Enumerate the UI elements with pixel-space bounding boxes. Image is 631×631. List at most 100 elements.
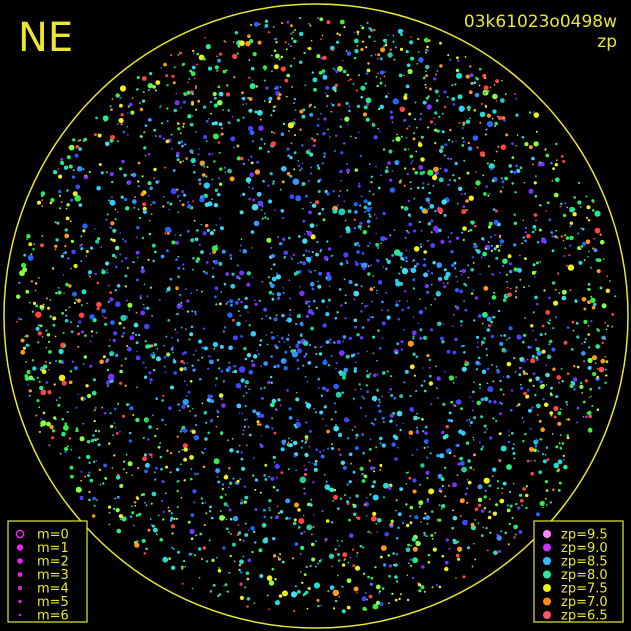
star	[535, 261, 539, 265]
star	[338, 288, 342, 291]
star	[513, 267, 518, 272]
star	[367, 318, 370, 322]
star	[400, 593, 402, 596]
star	[275, 346, 279, 350]
star	[163, 355, 167, 359]
star	[478, 383, 482, 386]
star	[311, 71, 315, 74]
star	[436, 454, 440, 458]
star	[59, 207, 62, 210]
star	[126, 125, 129, 128]
star	[28, 389, 32, 393]
star	[376, 57, 379, 60]
star	[447, 54, 450, 57]
star	[82, 422, 85, 425]
star	[349, 78, 352, 81]
star	[338, 195, 341, 198]
star	[169, 202, 173, 206]
star	[272, 485, 276, 489]
star	[31, 359, 35, 362]
star	[536, 302, 539, 306]
star	[277, 296, 280, 300]
star	[52, 170, 58, 175]
star	[190, 292, 193, 295]
star	[599, 239, 605, 245]
star	[344, 494, 346, 497]
star	[142, 303, 145, 306]
star	[135, 311, 138, 314]
star	[342, 552, 348, 558]
star	[443, 90, 447, 94]
star	[174, 240, 179, 245]
star	[383, 421, 385, 423]
star	[273, 365, 277, 369]
star	[106, 368, 110, 372]
star	[426, 45, 429, 49]
star	[316, 124, 320, 127]
star	[190, 537, 194, 540]
star	[88, 490, 91, 494]
star	[485, 428, 488, 431]
star	[232, 53, 238, 60]
star	[216, 192, 221, 197]
star	[359, 262, 362, 265]
star	[171, 148, 174, 150]
star	[145, 547, 148, 551]
star	[116, 432, 119, 435]
star	[126, 346, 132, 352]
star	[229, 554, 232, 558]
star	[28, 242, 33, 247]
star	[254, 169, 261, 175]
star	[263, 100, 266, 102]
star	[192, 164, 195, 167]
star	[299, 334, 302, 337]
star	[352, 470, 356, 474]
star	[217, 141, 221, 144]
star	[267, 150, 270, 153]
star	[41, 235, 44, 238]
star	[474, 296, 479, 300]
star	[396, 446, 399, 449]
star	[417, 322, 420, 325]
star	[486, 328, 491, 332]
star	[205, 119, 209, 123]
star	[522, 359, 526, 363]
star	[281, 217, 284, 219]
star	[198, 243, 201, 246]
star	[446, 96, 449, 99]
star	[521, 504, 523, 507]
star	[359, 544, 363, 548]
star	[347, 209, 352, 214]
star	[196, 257, 201, 261]
zp-marker	[543, 557, 551, 565]
star	[316, 54, 321, 59]
star	[26, 234, 31, 239]
star	[140, 493, 143, 496]
star	[366, 21, 369, 24]
star	[121, 159, 125, 164]
star	[509, 504, 513, 508]
star	[305, 402, 312, 409]
star	[464, 284, 468, 287]
star	[375, 242, 380, 247]
star	[238, 444, 241, 447]
star	[309, 344, 311, 346]
star	[288, 407, 292, 411]
star	[340, 304, 343, 307]
star	[60, 254, 64, 258]
star	[276, 514, 279, 517]
star	[263, 508, 266, 512]
star	[519, 166, 523, 169]
star	[584, 338, 587, 340]
star	[305, 256, 308, 259]
star	[273, 131, 276, 134]
star	[604, 321, 607, 324]
star	[541, 237, 544, 240]
star	[452, 174, 455, 177]
star	[449, 128, 452, 132]
zp-label: zp=8.5	[561, 555, 608, 570]
star	[127, 180, 132, 185]
star	[457, 444, 460, 447]
star	[408, 476, 412, 480]
star	[415, 126, 418, 129]
